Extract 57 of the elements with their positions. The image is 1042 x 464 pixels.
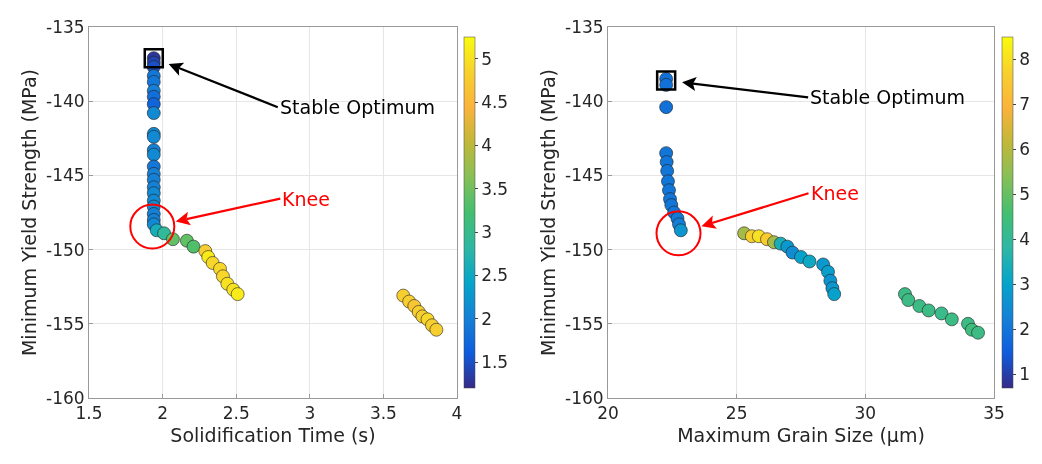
point <box>429 322 444 337</box>
y-tick-label: -155 <box>46 313 85 334</box>
point <box>827 287 841 301</box>
annotation: Knee <box>282 188 330 210</box>
x-tick-label: 30 <box>854 403 877 424</box>
color-bar-label: 2.5 <box>481 265 509 286</box>
x-tick-label: 3 <box>304 403 316 424</box>
x-axis-title: Solidification Time (s) <box>170 424 376 447</box>
y-tick-label: -135 <box>46 16 85 37</box>
color-bar-label: 7 <box>1019 94 1030 115</box>
x-tick-label: 3.5 <box>369 403 397 424</box>
y-tick-label: -140 <box>46 91 85 112</box>
color-bar-label: 3.5 <box>481 178 509 199</box>
color-bar-label: 4.5 <box>481 91 509 112</box>
annotation: Knee <box>811 182 859 204</box>
color-bar-label: 3 <box>1019 274 1030 295</box>
color-bar-label: 1.5 <box>481 351 509 372</box>
y-tick-label: -150 <box>565 239 604 260</box>
y-tick-label: -145 <box>565 165 604 186</box>
x-tick-label: 20 <box>597 403 619 424</box>
point <box>901 293 916 307</box>
point <box>921 303 936 318</box>
color-bar-label: 8 <box>1019 49 1030 70</box>
x-tick-label: 35 <box>983 403 1005 424</box>
point <box>146 106 161 120</box>
y-tick-label: -135 <box>565 16 604 37</box>
color-bar-label: 2 <box>481 308 492 329</box>
annotation: Stable Optimum <box>810 86 966 108</box>
color-bar-label: 5 <box>1019 184 1030 205</box>
color-bar-label: 4 <box>481 135 492 156</box>
point <box>945 312 959 327</box>
x-tick-label: 4 <box>451 403 463 424</box>
x-tick-label: 1.5 <box>75 403 103 424</box>
color-bar-label: 4 <box>1019 229 1030 250</box>
y-tick-label: -140 <box>565 91 604 112</box>
x-tick-label: 2.5 <box>222 403 250 424</box>
color-bar-label: 3 <box>481 221 492 242</box>
y-tick-label: -145 <box>46 165 85 186</box>
x-axis-title: Maximum Grain Size (μm) <box>677 424 925 447</box>
x-tick-label: 25 <box>725 403 748 424</box>
annotation: Stable Optimum <box>280 96 436 118</box>
x-tick-label: 2 <box>157 403 169 424</box>
point <box>230 287 245 301</box>
point <box>934 306 949 321</box>
color-bar-label: 5 <box>481 48 492 69</box>
point <box>186 239 201 254</box>
point <box>659 100 673 114</box>
y-tick-label: -155 <box>565 313 604 334</box>
y-tick-label: -150 <box>46 239 85 260</box>
color-bar-label: 2 <box>1019 319 1030 340</box>
color-bar-label: 1 <box>1019 364 1030 385</box>
y-axis-title: Minimum Yield Strength (MPa) <box>17 68 40 357</box>
color-bar-label: 6 <box>1019 139 1030 160</box>
point <box>802 254 817 269</box>
point <box>146 147 161 162</box>
point <box>971 325 985 340</box>
y-axis-title: Minimum Yield Strength (MPa) <box>536 68 559 357</box>
